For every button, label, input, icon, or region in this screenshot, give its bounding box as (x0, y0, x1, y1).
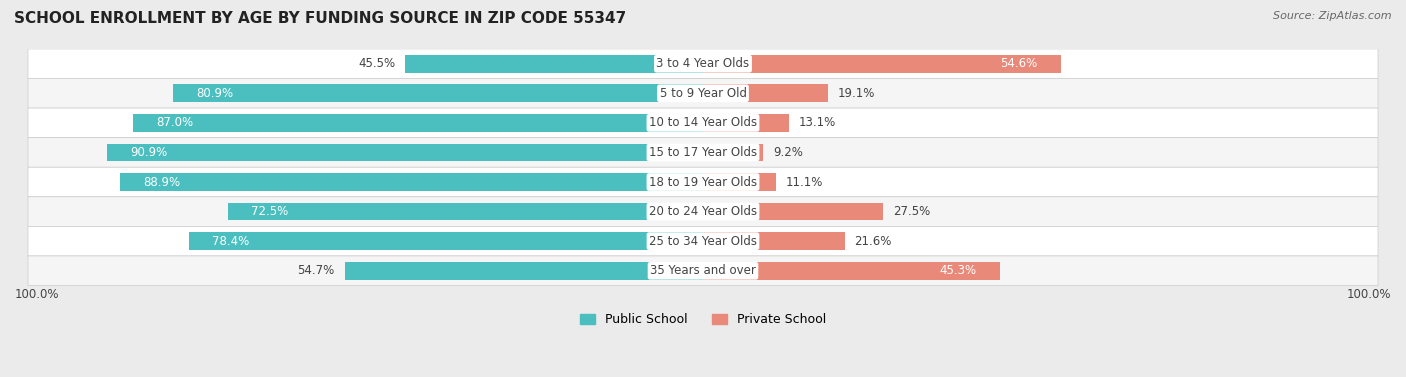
FancyBboxPatch shape (28, 138, 1378, 167)
Text: Source: ZipAtlas.com: Source: ZipAtlas.com (1274, 11, 1392, 21)
Bar (121, 173, 703, 191)
Text: 9.2%: 9.2% (773, 146, 803, 159)
Text: 54.6%: 54.6% (1001, 57, 1038, 70)
Text: 80.9%: 80.9% (195, 87, 233, 100)
Text: 20 to 24 Year Olds: 20 to 24 Year Olds (650, 205, 756, 218)
FancyBboxPatch shape (28, 167, 1378, 197)
Text: 11.1%: 11.1% (786, 176, 823, 188)
Bar (703, 203, 883, 221)
Bar (703, 232, 845, 250)
Text: SCHOOL ENROLLMENT BY AGE BY FUNDING SOURCE IN ZIP CODE 55347: SCHOOL ENROLLMENT BY AGE BY FUNDING SOUR… (14, 11, 626, 26)
Text: 21.6%: 21.6% (855, 234, 891, 248)
Text: 10 to 14 Year Olds: 10 to 14 Year Olds (650, 116, 756, 129)
Bar (703, 114, 789, 132)
Text: 72.5%: 72.5% (250, 205, 288, 218)
Text: 35 Years and over: 35 Years and over (650, 264, 756, 277)
Text: 90.9%: 90.9% (131, 146, 167, 159)
Bar (344, 262, 703, 280)
Text: 15 to 17 Year Olds: 15 to 17 Year Olds (650, 146, 756, 159)
Text: 45.3%: 45.3% (939, 264, 977, 277)
FancyBboxPatch shape (28, 49, 1378, 78)
Text: 25 to 34 Year Olds: 25 to 34 Year Olds (650, 234, 756, 248)
Bar (703, 55, 1060, 73)
Text: 19.1%: 19.1% (838, 87, 876, 100)
FancyBboxPatch shape (28, 108, 1378, 138)
Text: 18 to 19 Year Olds: 18 to 19 Year Olds (650, 176, 756, 188)
Text: 87.0%: 87.0% (156, 116, 193, 129)
Bar (703, 84, 828, 102)
Text: 13.1%: 13.1% (799, 116, 837, 129)
Legend: Public School, Private School: Public School, Private School (575, 308, 831, 331)
FancyBboxPatch shape (28, 78, 1378, 108)
Bar (107, 144, 703, 161)
Bar (190, 232, 703, 250)
Text: 27.5%: 27.5% (893, 205, 931, 218)
Bar (405, 55, 703, 73)
Text: 100.0%: 100.0% (1347, 288, 1391, 302)
Bar (228, 203, 703, 221)
Text: 45.5%: 45.5% (359, 57, 395, 70)
Text: 78.4%: 78.4% (212, 234, 249, 248)
Bar (134, 114, 703, 132)
FancyBboxPatch shape (28, 226, 1378, 256)
Text: 100.0%: 100.0% (15, 288, 59, 302)
Text: 3 to 4 Year Olds: 3 to 4 Year Olds (657, 57, 749, 70)
Bar (703, 173, 776, 191)
Bar (703, 262, 1000, 280)
Text: 5 to 9 Year Old: 5 to 9 Year Old (659, 87, 747, 100)
Text: 88.9%: 88.9% (143, 176, 180, 188)
FancyBboxPatch shape (28, 197, 1378, 226)
Text: 54.7%: 54.7% (298, 264, 335, 277)
Bar (703, 144, 763, 161)
FancyBboxPatch shape (28, 256, 1378, 285)
Bar (173, 84, 703, 102)
